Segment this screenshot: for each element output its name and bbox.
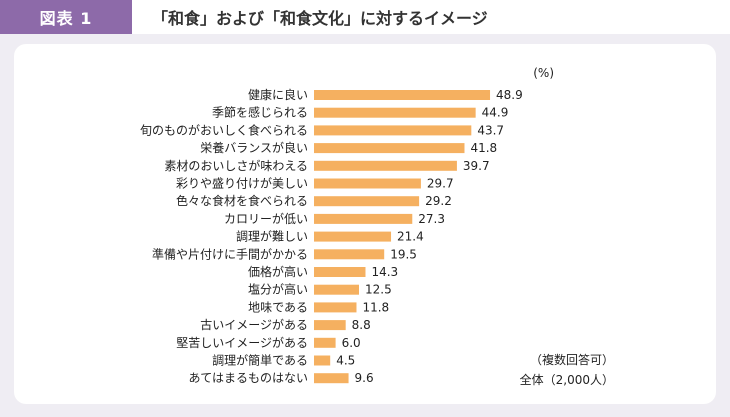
- value-label: 39.7: [463, 159, 490, 173]
- value-label: 14.3: [371, 265, 398, 279]
- category-label: 旬のものがおいしく食べられる: [140, 122, 308, 137]
- value-label: 48.9: [496, 88, 523, 102]
- bar: [314, 373, 349, 384]
- category-label: 調理が簡単である: [212, 353, 308, 368]
- category-label: 地味である: [248, 300, 308, 314]
- category-label: 価格が高い: [248, 264, 308, 279]
- value-label: 6.0: [342, 336, 361, 350]
- category-label: 調理が難しい: [236, 229, 308, 244]
- bar: [314, 107, 476, 118]
- header: 図表 1 「和食」および「和食文化」に対するイメージ: [0, 0, 730, 34]
- bar: [314, 337, 336, 348]
- value-label: 8.8: [352, 318, 371, 332]
- category-label: 季節を感じられる: [212, 105, 308, 120]
- value-label: 19.5: [390, 247, 417, 261]
- value-label: 12.5: [365, 283, 392, 297]
- category-label: 栄養バランスが良い: [200, 140, 308, 155]
- category-label: 健康に良い: [248, 87, 308, 102]
- chart-title: 「和食」および「和食文化」に対するイメージ: [152, 9, 488, 28]
- figure-badge: 図表 1: [0, 0, 132, 34]
- bar: [314, 249, 385, 260]
- value-label: 29.2: [425, 194, 452, 208]
- bar: [314, 284, 359, 295]
- category-label: 古いイメージがある: [200, 317, 308, 332]
- bar: [314, 302, 357, 313]
- value-label: 44.9: [482, 106, 509, 120]
- value-label: 21.4: [397, 230, 424, 244]
- value-label: 11.8: [362, 300, 389, 314]
- value-label: 41.8: [470, 141, 497, 155]
- bar: [314, 125, 472, 136]
- bar: [314, 90, 491, 100]
- bar: [314, 320, 346, 331]
- category-label: 色々な食材を食べられる: [176, 193, 308, 208]
- category-label: カロリーが低い: [224, 211, 308, 226]
- bar: [314, 143, 465, 154]
- bar: [314, 231, 392, 242]
- value-label: 9.6: [355, 371, 374, 385]
- bar: [314, 267, 366, 277]
- bar: [314, 160, 457, 171]
- unit-label: (%): [533, 66, 554, 80]
- bar: [314, 178, 421, 189]
- category-label: 塩分が高い: [248, 282, 308, 297]
- bar-chart: (%) 健康に良い 48.9 季節を感じられる 44.9 旬のものがおいしく食べられる 4…: [140, 66, 614, 387]
- category-label: 準備や片付けに手間がかかる: [152, 246, 308, 261]
- sample-size-note: 全体（2,000人）: [520, 372, 614, 387]
- bar: [314, 196, 420, 207]
- bar: [314, 213, 413, 224]
- value-label: 4.5: [336, 354, 355, 368]
- category-label: 素材のおいしさが味わえる: [164, 158, 308, 173]
- value-label: 29.7: [427, 177, 454, 191]
- value-label: 43.7: [477, 123, 504, 137]
- bar: [314, 355, 331, 366]
- chart-panel: (%) 健康に良い 48.9 季節を感じられる 44.9 旬のものがおいしく食べられる 4…: [14, 44, 716, 404]
- category-label: あてはまるものはない: [188, 371, 308, 385]
- category-label: 彩りや盛り付けが美しい: [176, 176, 308, 191]
- multiple-answer-note: （複数回答可）: [530, 352, 614, 367]
- category-label: 堅苦しいイメージがある: [176, 335, 308, 350]
- value-label: 27.3: [418, 212, 445, 226]
